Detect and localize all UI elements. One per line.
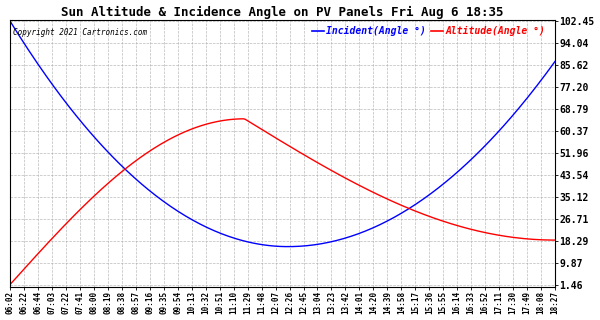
Text: Copyright 2021 Cartronics.com: Copyright 2021 Cartronics.com (13, 28, 147, 37)
Legend: Incident(Angle °), Altitude(Angle °): Incident(Angle °), Altitude(Angle °) (308, 22, 550, 40)
Title: Sun Altitude & Incidence Angle on PV Panels Fri Aug 6 18:35: Sun Altitude & Incidence Angle on PV Pan… (61, 5, 504, 19)
